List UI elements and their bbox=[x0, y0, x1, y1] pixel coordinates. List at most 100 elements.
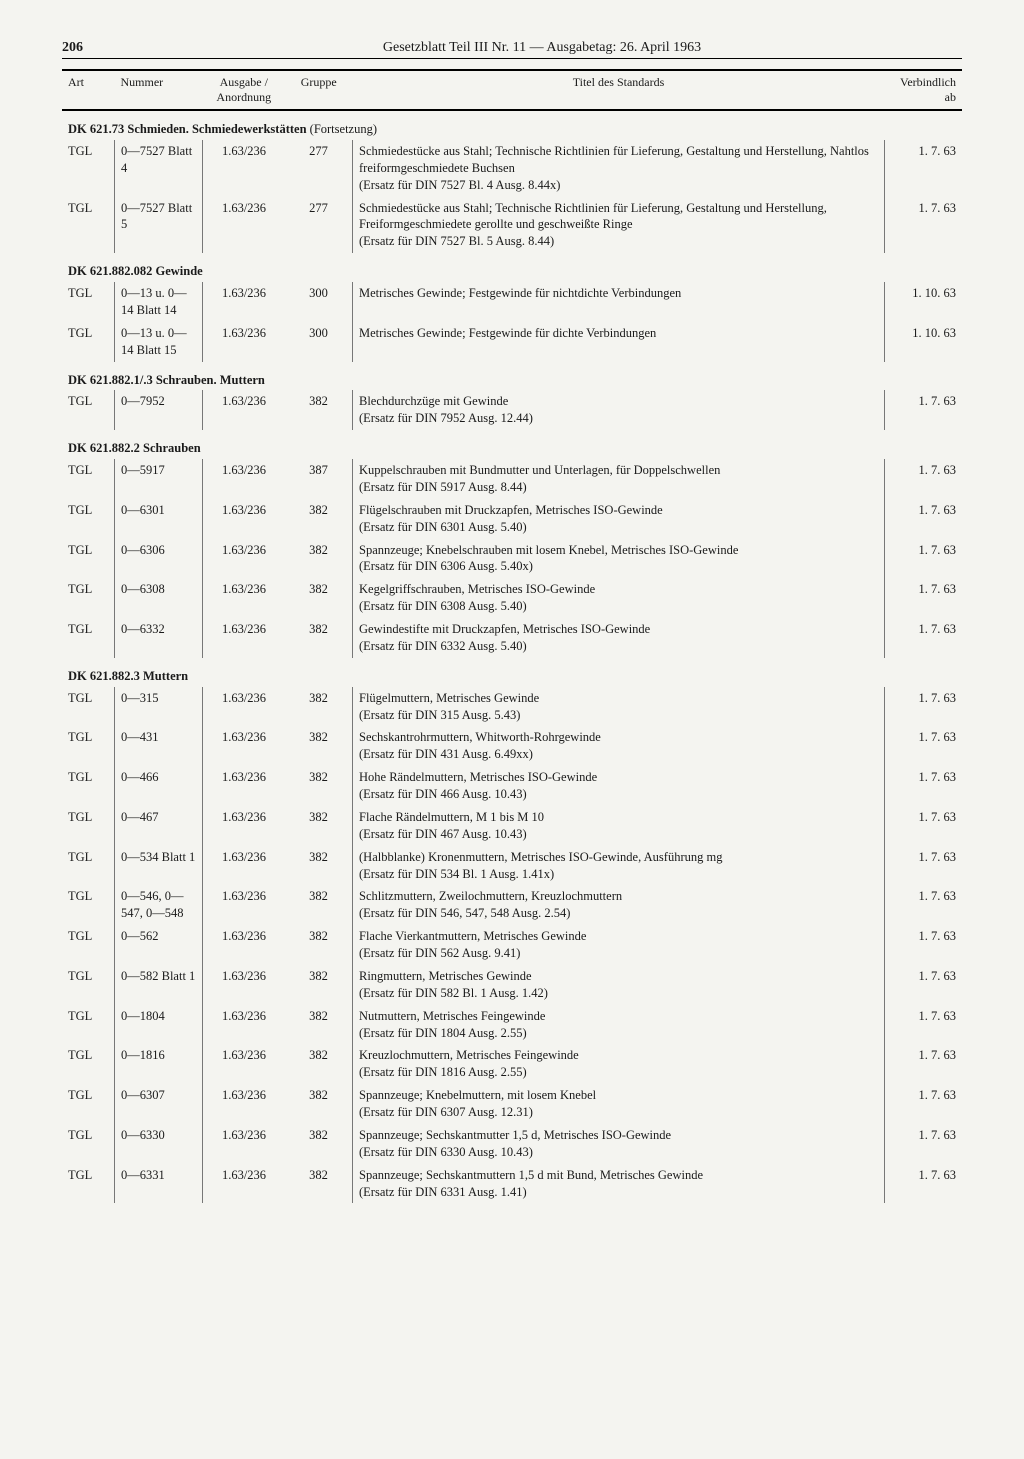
cell: TGL bbox=[62, 726, 115, 766]
table-row: TGL0—18041.63/236382Nutmuttern, Metrisch… bbox=[62, 1005, 962, 1045]
cell: 1. 7. 63 bbox=[885, 1164, 963, 1204]
cell: 0—5917 bbox=[115, 459, 203, 499]
cell: 0—6306 bbox=[115, 539, 203, 579]
standards-table: Art Nummer Ausgabe / Anordnung Gruppe Ti… bbox=[62, 69, 962, 1203]
cell: 1.63/236 bbox=[203, 687, 286, 727]
table-row: TGL0—13 u. 0—14 Blatt 151.63/236300Metri… bbox=[62, 322, 962, 362]
cell: 1.63/236 bbox=[203, 459, 286, 499]
cell: TGL bbox=[62, 965, 115, 1005]
cell: Schmiedestücke aus Stahl; Technische Ric… bbox=[353, 197, 885, 254]
table-row: TGL0—4311.63/236382Sechskantrohrmuttern,… bbox=[62, 726, 962, 766]
cell: 1. 7. 63 bbox=[885, 197, 963, 254]
table-row: TGL0—5621.63/236382Flache Vierkantmutter… bbox=[62, 925, 962, 965]
page-number: 206 bbox=[62, 40, 122, 56]
cell: Kreuzlochmuttern, Metrisches Feingewinde… bbox=[353, 1044, 885, 1084]
section-heading: DK 621.882.2 Schrauben bbox=[62, 430, 962, 459]
cell: 1. 7. 63 bbox=[885, 726, 963, 766]
cell: 300 bbox=[285, 282, 353, 322]
col-header-titel: Titel des Standards bbox=[353, 70, 885, 110]
table-row: TGL0—18161.63/236382Kreuzlochmuttern, Me… bbox=[62, 1044, 962, 1084]
cell: Spannzeuge; Knebelschrauben mit losem Kn… bbox=[353, 539, 885, 579]
cell: Spannzeuge; Sechskantmutter 1,5 d, Metri… bbox=[353, 1124, 885, 1164]
cell: TGL bbox=[62, 140, 115, 197]
table-row: TGL0—582 Blatt 11.63/236382Ringmuttern, … bbox=[62, 965, 962, 1005]
cell: 382 bbox=[285, 965, 353, 1005]
cell: 0—7527 Blatt 5 bbox=[115, 197, 203, 254]
col-header-gruppe: Gruppe bbox=[285, 70, 353, 110]
cell: 277 bbox=[285, 140, 353, 197]
cell: (Halbblanke) Kronenmuttern, Metrisches I… bbox=[353, 846, 885, 886]
cell: 1.63/236 bbox=[203, 846, 286, 886]
section-heading: DK 621.882.082 Gewinde bbox=[62, 253, 962, 282]
cell: 1. 7. 63 bbox=[885, 885, 963, 925]
table-row: TGL0—63301.63/236382Spannzeuge; Sechskan… bbox=[62, 1124, 962, 1164]
col-header-verb: Verbind­lich ab bbox=[885, 70, 963, 110]
cell: 0—1804 bbox=[115, 1005, 203, 1045]
cell: 1.63/236 bbox=[203, 965, 286, 1005]
cell: 1.63/236 bbox=[203, 578, 286, 618]
cell: 0—1816 bbox=[115, 1044, 203, 1084]
cell: 1. 7. 63 bbox=[885, 578, 963, 618]
cell: TGL bbox=[62, 885, 115, 925]
cell: Gewindestifte mit Druckzapfen, Metrische… bbox=[353, 618, 885, 658]
cell: 382 bbox=[285, 885, 353, 925]
cell: 382 bbox=[285, 925, 353, 965]
cell: 0—13 u. 0—14 Blatt 14 bbox=[115, 282, 203, 322]
cell: 1.63/236 bbox=[203, 197, 286, 254]
cell: TGL bbox=[62, 1124, 115, 1164]
cell: Blechdurchzüge mit Gewinde (Ersatz für D… bbox=[353, 390, 885, 430]
cell: 382 bbox=[285, 618, 353, 658]
cell: 1. 7. 63 bbox=[885, 459, 963, 499]
cell: Nutmuttern, Metrisches Feingewinde (Ersa… bbox=[353, 1005, 885, 1045]
table-row: TGL0—7527 Blatt 51.63/236277Schmiedestüc… bbox=[62, 197, 962, 254]
cell: 382 bbox=[285, 1124, 353, 1164]
header-title: Gesetzblatt Teil III Nr. 11 — Ausgabetag… bbox=[122, 40, 962, 56]
cell: 1.63/236 bbox=[203, 1044, 286, 1084]
cell: Flache Vierkantmuttern, Metrisches Gewin… bbox=[353, 925, 885, 965]
cell: 1. 7. 63 bbox=[885, 766, 963, 806]
cell: 382 bbox=[285, 499, 353, 539]
cell: TGL bbox=[62, 1005, 115, 1045]
cell: Spannzeuge; Sechskantmuttern 1,5 d mit B… bbox=[353, 1164, 885, 1204]
cell: 0—562 bbox=[115, 925, 203, 965]
table-row: TGL0—63081.63/236382Kegelgriffschrauben,… bbox=[62, 578, 962, 618]
col-header-art: Art bbox=[62, 70, 115, 110]
cell: 382 bbox=[285, 539, 353, 579]
cell: 0—546, 0—547, 0—548 bbox=[115, 885, 203, 925]
table-row: TGL0—7527 Blatt 41.63/236277Schmiedestüc… bbox=[62, 140, 962, 197]
cell: 0—6330 bbox=[115, 1124, 203, 1164]
cell: 0—7527 Blatt 4 bbox=[115, 140, 203, 197]
cell: 0—582 Blatt 1 bbox=[115, 965, 203, 1005]
cell: Schmiedestücke aus Stahl; Technische Ric… bbox=[353, 140, 885, 197]
cell: 1.63/236 bbox=[203, 618, 286, 658]
cell: TGL bbox=[62, 925, 115, 965]
cell: TGL bbox=[62, 687, 115, 727]
cell: 382 bbox=[285, 726, 353, 766]
cell: 0—7952 bbox=[115, 390, 203, 430]
cell: 1. 7. 63 bbox=[885, 925, 963, 965]
cell: 1. 7. 63 bbox=[885, 687, 963, 727]
cell: Metrisches Gewinde; Festgewinde für nich… bbox=[353, 282, 885, 322]
table-row: TGL0—534 Blatt 11.63/236382(Halbblanke) … bbox=[62, 846, 962, 886]
cell: 1.63/236 bbox=[203, 726, 286, 766]
cell: 1.63/236 bbox=[203, 282, 286, 322]
cell: Kuppelschrauben mit Bundmutter und Unter… bbox=[353, 459, 885, 499]
table-row: TGL0—63061.63/236382Spannzeuge; Knebelsc… bbox=[62, 539, 962, 579]
cell: 1.63/236 bbox=[203, 1124, 286, 1164]
cell: 1. 7. 63 bbox=[885, 965, 963, 1005]
cell: 1.63/236 bbox=[203, 925, 286, 965]
cell: 1.63/236 bbox=[203, 322, 286, 362]
cell: TGL bbox=[62, 390, 115, 430]
cell: 382 bbox=[285, 766, 353, 806]
cell: Sechskantrohrmuttern, Whitworth-Rohrgewi… bbox=[353, 726, 885, 766]
cell: TGL bbox=[62, 499, 115, 539]
cell: 1. 7. 63 bbox=[885, 1044, 963, 1084]
cell: 0—431 bbox=[115, 726, 203, 766]
table-row: TGL0—59171.63/236387Kuppelschrauben mit … bbox=[62, 459, 962, 499]
cell: TGL bbox=[62, 578, 115, 618]
cell: 1. 7. 63 bbox=[885, 390, 963, 430]
table-row: TGL0—546, 0—547, 0—5481.63/236382Schlitz… bbox=[62, 885, 962, 925]
cell: 382 bbox=[285, 806, 353, 846]
cell: 382 bbox=[285, 1005, 353, 1045]
cell: 1. 7. 63 bbox=[885, 846, 963, 886]
